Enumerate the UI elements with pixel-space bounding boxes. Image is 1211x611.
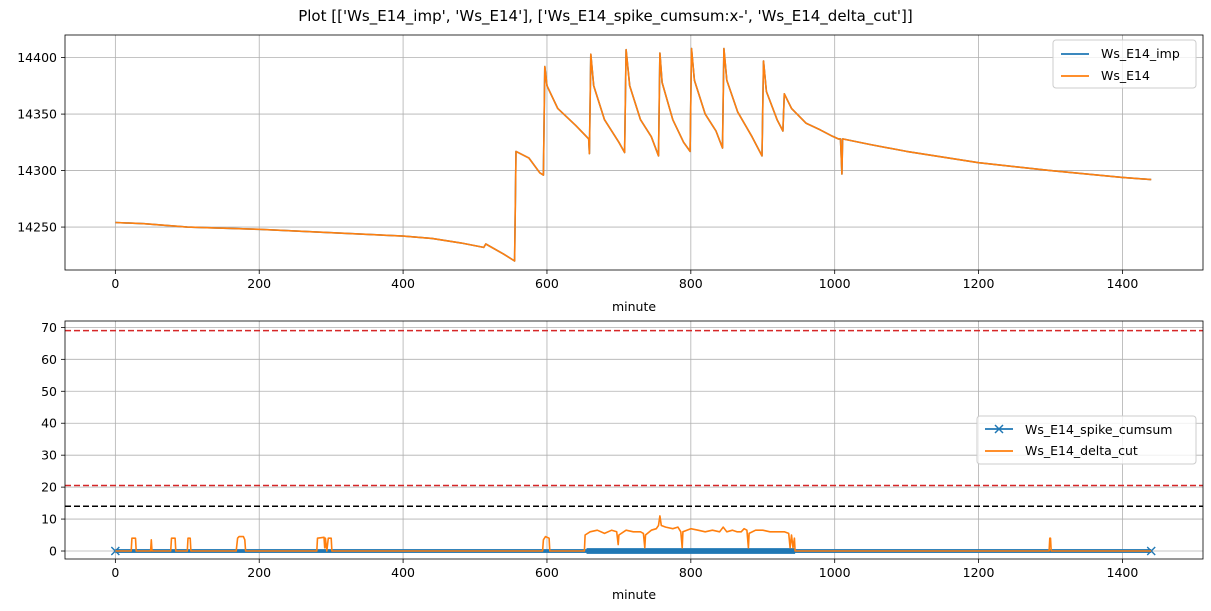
marker-stroke [1146, 546, 1156, 556]
y-tick-label: 20 [41, 480, 57, 495]
top-legend-label-imp: Ws_E14_imp [1101, 46, 1180, 61]
x-tick-label: 400 [391, 276, 415, 291]
marker-stroke [110, 546, 120, 556]
y-tick-label: 10 [41, 512, 57, 527]
bottom-legend-marker-x [994, 424, 1004, 434]
x-tick-label: 0 [111, 565, 119, 580]
top-grid [65, 35, 1203, 270]
y-tick-label: 0 [49, 544, 57, 559]
y-tick-label: 14250 [17, 220, 57, 235]
y-tick-label: 14400 [17, 50, 57, 65]
x-tick-label: 1000 [819, 565, 851, 580]
x-tick-label: 1200 [963, 276, 995, 291]
y-tick-label: 50 [41, 384, 57, 399]
x-tick-label: 600 [535, 565, 559, 580]
bottom-legend-box [976, 415, 1197, 465]
y-tick-label: 14300 [17, 163, 57, 178]
y-tick-label: 30 [41, 448, 57, 463]
bottom-legend: Ws_E14_spike_cumsum Ws_E14_delta_cut [976, 415, 1197, 465]
x-tick-label: 400 [391, 565, 415, 580]
spike-cumsum-end-marker [110, 546, 120, 556]
bottom-series [110, 515, 1156, 556]
bottom-x-ticks: 0 200 400 600 800 1000 1200 1400 [111, 559, 1138, 580]
x-tick-label: 800 [679, 565, 703, 580]
top-axes: 0 200 400 600 800 1000 1200 1400 14250 14300 1435… [17, 34, 1204, 314]
spike-cumsum-end-marker [1146, 546, 1156, 556]
bottom-threshold-lines [65, 329, 1203, 508]
y-tick-label: 14350 [17, 107, 57, 122]
top-x-axis-label: minute [612, 299, 656, 314]
bottom-axes-frame [64, 320, 1204, 560]
bottom-y-ticks: 0 10 20 30 40 50 60 70 [41, 320, 65, 559]
top-axes-frame [64, 34, 1204, 271]
y-tick-label: 60 [41, 352, 57, 367]
x-tick-label: 1400 [1107, 565, 1139, 580]
x-tick-label: 200 [247, 276, 271, 291]
x-tick-label: 200 [247, 565, 271, 580]
top-x-ticks: 0 200 400 600 800 1000 1200 1400 [111, 270, 1138, 291]
top-y-ticks: 14250 14300 14350 14400 [17, 50, 65, 235]
y-tick-label: 40 [41, 416, 57, 431]
bottom-axes: 0 200 400 600 800 1000 1200 1400 0 10 20 30 40 50 60 7… [41, 320, 1204, 602]
x-tick-label: 600 [535, 276, 559, 291]
bottom-legend-label-cumsum: Ws_E14_spike_cumsum [1025, 422, 1172, 437]
bottom-grid [65, 321, 1203, 559]
bottom-x-axis-label: minute [612, 587, 656, 602]
top-legend-label-ws: Ws_E14 [1101, 68, 1150, 83]
bottom-legend-label-delta: Ws_E14_delta_cut [1025, 443, 1138, 458]
x-tick-label: 800 [679, 276, 703, 291]
figure-title: Plot [['Ws_E14_imp', 'Ws_E14'], ['Ws_E14… [298, 7, 913, 25]
x-tick-label: 1200 [963, 565, 995, 580]
top-series [115, 47, 1152, 262]
spike-cumsum-dense-band [586, 548, 796, 554]
top-legend: Ws_E14_imp Ws_E14 [1052, 39, 1197, 89]
x-tick-label: 1400 [1107, 276, 1139, 291]
x-tick-label: 1000 [819, 276, 851, 291]
x-tick-label: 0 [111, 276, 119, 291]
series-line-second [115, 515, 1152, 552]
y-tick-label: 70 [41, 320, 57, 335]
series-line-second [115, 47, 1152, 262]
